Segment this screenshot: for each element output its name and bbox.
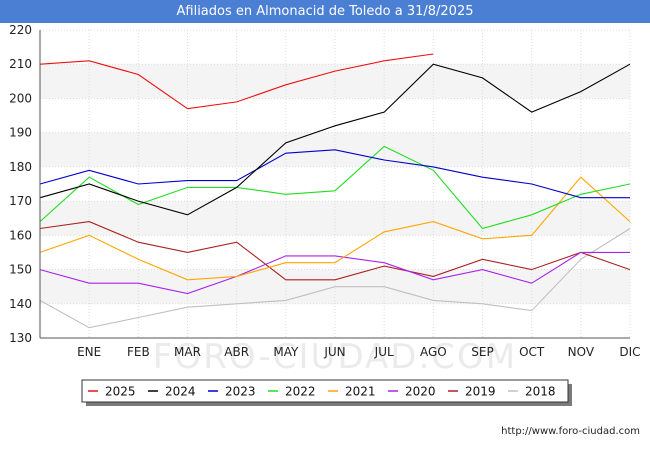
x-tick-label: FEB — [127, 345, 150, 359]
watermark-text: FORO-CIUDAD.COM — [153, 337, 517, 377]
y-tick-label: 190 — [9, 126, 32, 140]
x-tick-label: JUN — [323, 345, 345, 359]
y-tick-label: 170 — [9, 194, 32, 208]
source-credit[interactable]: http://www.foro-ciudad.com — [501, 426, 640, 437]
legend-label-2019: 2019 — [465, 385, 496, 399]
x-tick-label: DIC — [619, 345, 640, 359]
x-tick-label: MAY — [273, 345, 299, 359]
plot-band — [40, 201, 630, 236]
legend-label-2025: 2025 — [105, 385, 136, 399]
x-axis-ticks: ENE FEB MAR ABR MAY JUN JUL AGO SEP OCT NOV DIC — [77, 345, 640, 359]
y-tick-label: 220 — [9, 23, 32, 37]
chart-title: Afiliados en Almonacid de Toledo a 31/8/… — [0, 0, 650, 23]
series-line-2020 — [39, 251, 630, 295]
x-tick-label: JUL — [374, 345, 394, 359]
x-tick-label: MAR — [174, 345, 201, 359]
y-tick-label: 200 — [9, 91, 32, 105]
series-line-2018 — [39, 228, 631, 329]
x-tick-label: ABR — [224, 345, 249, 359]
x-tick-label: AGO — [420, 345, 447, 359]
series-line-2022 — [39, 145, 631, 230]
legend-label-2021: 2021 — [345, 385, 376, 399]
y-tick-label: 150 — [9, 263, 32, 277]
legend-box — [81, 379, 569, 403]
series-line-2021 — [39, 176, 631, 281]
legend: 2025 2024 2023 2022 2021 2020 2019 2018 — [81, 379, 572, 406]
y-tick-label: 180 — [9, 160, 32, 174]
y-tick-label: 160 — [9, 228, 32, 242]
y-tick-label: 210 — [9, 57, 32, 71]
x-tick-label: OCT — [519, 345, 545, 359]
series-line-2025 — [39, 53, 434, 110]
legend-label-2022: 2022 — [285, 385, 316, 399]
x-tick-label: SEP — [471, 345, 493, 359]
legend-label-2020: 2020 — [405, 385, 436, 399]
legend-label-2024: 2024 — [165, 385, 196, 399]
legend-label-2023: 2023 — [225, 385, 256, 399]
y-tick-label: 140 — [9, 297, 32, 311]
series-layer — [39, 53, 631, 329]
y-tick-label: 130 — [9, 331, 32, 345]
legend-label-2018: 2018 — [525, 385, 556, 399]
axes — [39, 30, 630, 339]
x-tick-label: ENE — [77, 345, 101, 359]
series-line-2019 — [39, 221, 631, 281]
series-line-2024 — [39, 63, 631, 216]
series-line-2023 — [39, 149, 630, 199]
watermark-layer: FORO-CIUDAD.COM — [153, 337, 517, 377]
y-axis-ticks: 130 140 150 160 170 180 190 200 210 220 — [9, 23, 32, 345]
x-tick-label: NOV — [568, 345, 595, 359]
